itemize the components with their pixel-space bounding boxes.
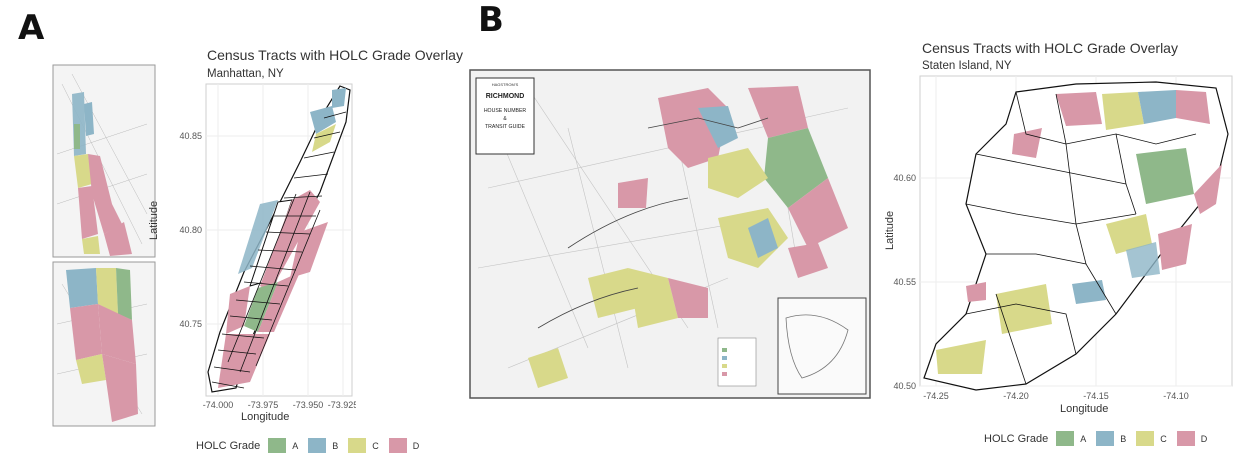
panel-b-letter: B xyxy=(478,0,504,40)
y-tick-40-75: 40.75 xyxy=(179,319,202,329)
manhattan-historical-maps xyxy=(52,64,156,427)
legend-key-a xyxy=(1056,431,1075,446)
panel-b-y-ticks: 40.50 40.55 40.60 xyxy=(893,173,916,391)
panel-a-y-ticks: 40.75 40.80 40.85 xyxy=(179,131,202,329)
x-tick-74-000: -74.000 xyxy=(203,400,234,410)
panel-b-legend: HOLC Grade A B C D xyxy=(984,431,1217,446)
legend-label-a: A xyxy=(1080,433,1087,444)
legend-key-d xyxy=(1176,431,1195,446)
x-tick-74-25: -74.25 xyxy=(923,391,949,401)
map-title-line-5: TRANSIT GUIDE xyxy=(485,124,526,130)
legend-label-d: D xyxy=(412,440,420,451)
legend-title: HOLC Grade xyxy=(196,439,261,452)
staten-island-tract-lines xyxy=(965,91,1197,385)
y-tick-40-60: 40.60 xyxy=(893,173,916,183)
map-title-line-4: & xyxy=(503,116,507,122)
panel-b-xlabel: Longitude xyxy=(1060,403,1109,415)
x-tick-74-10: -74.10 xyxy=(1163,391,1189,401)
legend-title: HOLC Grade xyxy=(984,432,1049,445)
panel-a-letter: A xyxy=(18,8,45,48)
panel-a-legend: HOLC Grade A B C D xyxy=(196,438,429,453)
x-tick-73-925: -73.925 xyxy=(328,400,356,410)
staten-island-holc-overlay xyxy=(528,86,848,388)
y-tick-40-80: 40.80 xyxy=(179,225,202,235)
legend-key-c xyxy=(1136,431,1155,446)
map-inset xyxy=(777,297,867,395)
staten-island-tract-overlay xyxy=(936,90,1222,374)
x-tick-73-975: -73.975 xyxy=(248,400,279,410)
y-tick-40-85: 40.85 xyxy=(179,131,202,141)
legend-label-a: A xyxy=(292,440,299,451)
manhattan-map-bottom-overlays xyxy=(66,268,138,422)
map-title-line-2: RICHMOND xyxy=(486,93,525,100)
panel-a-title: Census Tracts with HOLC Grade Overlay xyxy=(207,47,463,63)
manhattan-holc-overlay xyxy=(218,88,346,388)
map-title-line-1: HAGSTROM'S xyxy=(492,82,519,87)
panel-a-plot: 40.75 40.80 40.85 -74.000 -73.975 -73.95… xyxy=(179,83,356,410)
panel-b-subtitle: Staten Island, NY xyxy=(922,60,1012,72)
legend-label-d: D xyxy=(1200,433,1208,444)
panel-a-subtitle: Manhattan, NY xyxy=(207,68,284,80)
legend-key-b xyxy=(1096,431,1115,446)
map-title-box xyxy=(475,77,535,155)
y-tick-40-55: 40.55 xyxy=(893,277,916,287)
legend-key-b xyxy=(308,438,327,453)
legend-label-b: B xyxy=(1120,433,1127,444)
y-tick-40-50: 40.50 xyxy=(893,381,916,391)
map-legend-box xyxy=(717,337,757,387)
panel-b-title: Census Tracts with HOLC Grade Overlay xyxy=(922,40,1178,56)
panel-b-ylabel: Latitude xyxy=(884,210,896,250)
legend-label-c: C xyxy=(1160,433,1167,444)
x-tick-74-20: -74.20 xyxy=(1003,391,1029,401)
manhattan-map-top-overlays xyxy=(72,92,132,256)
legend-key-c xyxy=(348,438,367,453)
panel-b-x-ticks: -74.25 -74.20 -74.15 -74.10 xyxy=(923,391,1189,401)
manhattan-tract-lines xyxy=(211,111,347,389)
legend-label-c: C xyxy=(372,440,379,451)
panel-a-ylabel: Latitude xyxy=(148,200,160,240)
staten-island-historical-map: HAGSTROM'S RICHMOND HOUSE NUMBER & TRANS… xyxy=(469,69,871,399)
map-title-line-3: HOUSE NUMBER xyxy=(484,108,527,114)
legend-key-d xyxy=(388,438,407,453)
legend-key-a xyxy=(268,438,287,453)
panel-b-plot: 40.50 40.55 40.60 -74.25 -74.20 -74.15 -… xyxy=(893,75,1233,401)
x-tick-74-15: -74.15 xyxy=(1083,391,1109,401)
panel-a-xlabel: Longitude xyxy=(241,411,290,423)
x-tick-73-950: -73.950 xyxy=(293,400,324,410)
panel-a-x-ticks: -74.000 -73.975 -73.950 -73.925 xyxy=(203,400,356,410)
legend-label-b: B xyxy=(332,440,339,451)
